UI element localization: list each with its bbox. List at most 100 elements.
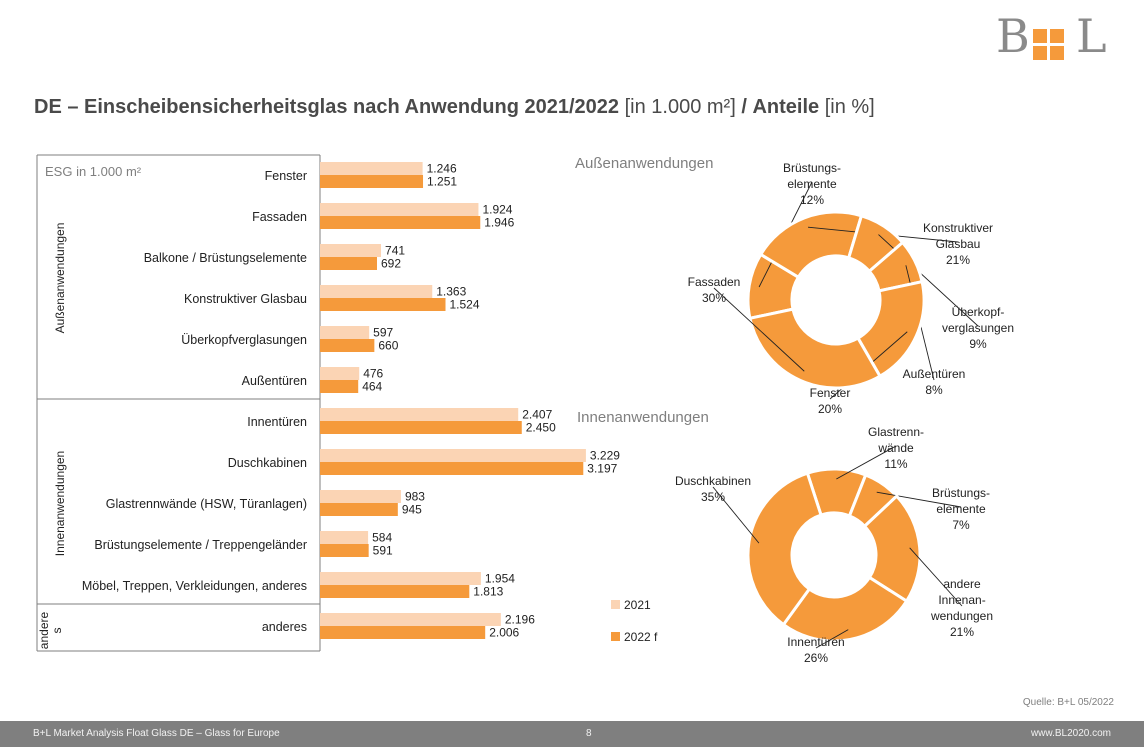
footer-page-number: 8 <box>586 728 592 739</box>
logo-letter-b: B <box>996 9 1030 63</box>
data-label: 2.450 <box>526 421 556 435</box>
bar-2022-f <box>320 216 481 229</box>
category-label: Möbel, Treppen, Verkleidungen, anderes <box>82 579 307 593</box>
slice-label-line: Außentüren <box>903 367 966 381</box>
data-label: 3.197 <box>587 462 617 476</box>
slice-label-line: 26% <box>804 651 828 665</box>
slice-label-line: 21% <box>950 625 974 639</box>
footer-right: www.BL2020.com <box>1030 728 1111 739</box>
slice-label: Brüstungs-elemente 7% <box>932 486 990 532</box>
footer-bar: B+L Market Analysis Float Glass DE – Gla… <box>0 721 1144 747</box>
leader-line <box>876 491 962 508</box>
slice-label: andere Innenan-wendungen 21% <box>930 577 993 639</box>
logo-square <box>1050 29 1064 43</box>
legend-label-2021: 2021 <box>624 598 651 612</box>
slice-label-line: Brüstungs- <box>783 161 841 175</box>
leader-line <box>713 287 805 372</box>
bar-2021 <box>320 408 519 421</box>
data-label: 591 <box>373 544 393 558</box>
bar-2022-f <box>320 585 470 598</box>
title-main: DE – Einscheibensicherheitsglas nach Anw… <box>34 96 620 118</box>
bar-2022-f <box>320 421 522 434</box>
donut-slice <box>746 471 823 627</box>
group-label: anderes <box>37 611 64 649</box>
category-label: Fenster <box>265 169 307 183</box>
slice-label: Fenster 20% <box>810 386 851 416</box>
bar-2021 <box>320 490 401 503</box>
bar-chart: ESG in 1.000 m² Außenanwendungen Innenanwe… <box>36 154 620 652</box>
category-label: Balkone / Brüstungselemente <box>144 251 307 265</box>
data-label: 741 <box>385 244 405 258</box>
bar-2021 <box>320 244 382 257</box>
data-label: 692 <box>381 257 401 271</box>
data-label: 1.924 <box>482 203 512 217</box>
bar-2022-f <box>320 380 359 393</box>
title-share-unit: [in %] <box>824 96 875 118</box>
leader-line <box>712 486 760 544</box>
data-label: 945 <box>402 503 422 517</box>
slice-label-line: elemente <box>936 502 986 516</box>
bar-2021 <box>320 531 369 544</box>
page-title: DE – Einscheibensicherheitsglas nach Anw… <box>34 96 875 119</box>
data-label: 597 <box>373 326 393 340</box>
slice-label-line: wendungen <box>930 609 993 623</box>
data-label: 660 <box>378 339 398 353</box>
legend-swatch-2021 <box>611 600 620 609</box>
slice-label-line: 8% <box>925 383 943 397</box>
slice-label-line: 11% <box>884 457 907 471</box>
group-label: Innenanwendungen <box>53 451 67 556</box>
bar-2022-f <box>320 503 398 516</box>
slice-label: Brüstungs-elemente 12% <box>783 161 841 207</box>
logo-square <box>1033 46 1047 60</box>
logo-square <box>1033 29 1047 43</box>
bar-2022-f <box>320 257 377 270</box>
category-label: Außentüren <box>242 374 307 388</box>
pie-title-aussen: Außenanwendungen <box>575 155 714 172</box>
slice-label-line: Brüstungs- <box>932 486 990 500</box>
bar-2021 <box>320 449 586 462</box>
slice-label-line: 30% <box>702 291 726 305</box>
title-share: Anteile <box>752 96 820 118</box>
category-label: Brüstungselemente / Treppengeländer <box>94 538 307 552</box>
donut-slice <box>781 575 909 643</box>
slice-label-line: verglasungen <box>942 321 1014 335</box>
data-label: 3.229 <box>590 449 620 463</box>
data-label: 2.196 <box>505 613 535 627</box>
slice-label-line: Duschkabinen <box>675 474 751 488</box>
category-label: anderes <box>262 620 307 634</box>
data-label: 476 <box>363 367 383 381</box>
donut-slice <box>748 307 883 390</box>
slice-label: Glastrenn-wände 11% <box>868 425 924 471</box>
bar-2021 <box>320 162 423 175</box>
slice-label-line: 12% <box>800 193 824 207</box>
bar-2021 <box>320 203 479 216</box>
slice-label-line: Überkopf- <box>952 305 1005 319</box>
slice-label-line: 20% <box>818 402 842 416</box>
slice-label: Überkopf-verglasungen 9% <box>942 305 1014 351</box>
bar-2021 <box>320 285 433 298</box>
slice-label-line: Fenster <box>810 386 851 400</box>
title-slash: / <box>741 96 747 118</box>
data-label: 1.524 <box>450 298 480 312</box>
leader-line <box>836 445 897 480</box>
slice-label-line: 9% <box>969 337 987 351</box>
bar-2022-f <box>320 626 486 639</box>
category-label: Überkopfverglasungen <box>181 333 307 347</box>
category-label: Duschkabinen <box>228 456 307 470</box>
donut-charts: Brüstungs-elemente 12% Konstruktiver Glasba… <box>675 161 1014 665</box>
data-label: 2.407 <box>522 408 552 422</box>
group-label: Außenanwendungen <box>53 223 67 334</box>
slice-label: Außentüren 8% <box>903 367 966 397</box>
bar-2022-f <box>320 298 446 311</box>
slice-label: Innentüren 26% <box>787 635 844 665</box>
slice-label: Fassaden 30% <box>688 275 741 305</box>
bar-2021 <box>320 613 501 626</box>
slice-label-line: Innenan- <box>938 593 985 607</box>
slice-label-line: 7% <box>952 518 970 532</box>
data-label: 1.946 <box>484 216 514 230</box>
data-label: 1.251 <box>427 175 457 189</box>
title-unit: [in 1.000 m²] <box>624 96 736 118</box>
legend-2021: 2021 <box>611 598 651 612</box>
logo-square <box>1050 46 1064 60</box>
pie-title-innen: Innenanwendungen <box>577 409 709 426</box>
